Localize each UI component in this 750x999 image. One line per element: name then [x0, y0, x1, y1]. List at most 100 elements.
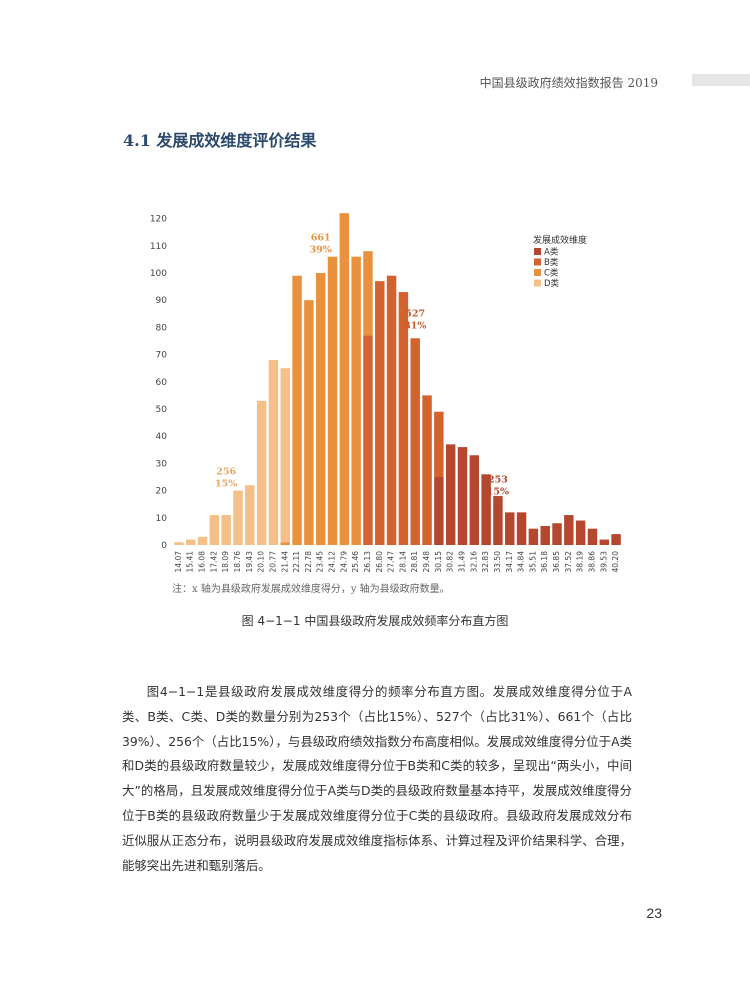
- x-tick-label: 30.82: [446, 551, 455, 573]
- bar-B类-30.15: [434, 411, 444, 477]
- page-number: 23: [646, 905, 662, 921]
- bar-A类-30.82: [445, 444, 456, 545]
- x-tick-label: 27.47: [387, 551, 396, 573]
- bar-B类-26.13: [363, 335, 373, 545]
- y-tick-label: 50: [156, 405, 168, 415]
- x-tick-label: 29.48: [422, 551, 431, 573]
- y-tick-label: 80: [156, 323, 168, 333]
- x-tick-label: 26.13: [363, 551, 372, 573]
- legend-label-B类: B类: [544, 257, 559, 268]
- annotation-share: 31%: [404, 321, 426, 332]
- x-tick-label: 37.52: [564, 551, 573, 573]
- x-tick-label: 36.85: [552, 551, 561, 573]
- y-tick-label: 0: [161, 541, 167, 551]
- bar-B类-29.48: [422, 395, 432, 545]
- x-tick-label: 18.76: [233, 551, 242, 573]
- chart-note: 注：x 轴为县级政府发展成效维度得分，y 轴为县级政府数量。: [172, 584, 450, 595]
- bar-A类-32.83: [481, 474, 491, 545]
- legend-label-D类: D类: [544, 278, 560, 289]
- bar-A类-36.18: [540, 525, 550, 545]
- bar-C类-24.12: [327, 256, 338, 545]
- annotation-share: 39%: [310, 244, 332, 255]
- x-tick-label: 28.81: [410, 551, 419, 573]
- x-tick-label: 22.78: [304, 551, 313, 573]
- bar-B类-28.14: [398, 292, 409, 545]
- legend-label-A类: A类: [544, 247, 559, 258]
- x-tick-label: 20.77: [268, 551, 277, 573]
- x-tick-label: 39.53: [599, 551, 608, 573]
- y-tick-label: 100: [150, 269, 167, 279]
- bar-A类-38.19: [575, 520, 586, 545]
- bar-C类-22.11: [292, 275, 302, 545]
- body-paragraph: 图4−1−1是县级政府发展成效维度得分的频率分布直方图。发展成效维度得分位于A类…: [122, 684, 632, 873]
- bar-D类-21.44: [280, 368, 290, 543]
- y-tick-label: 110: [150, 242, 167, 252]
- x-tick-label: 30.15: [434, 551, 443, 573]
- annotation-count: 253: [488, 474, 508, 485]
- bar-C类-24.79: [339, 213, 350, 545]
- bar-C类-25.46: [351, 256, 361, 545]
- running-title: 中国县级政府绩效指数报告 2019: [479, 76, 658, 90]
- legend-label-C类: C类: [544, 268, 559, 279]
- bar-A类-31.49: [457, 447, 468, 545]
- x-tick-label: 34.17: [505, 551, 514, 573]
- bar-A类-38.86: [587, 528, 598, 545]
- legend-swatch-A类: [534, 248, 541, 255]
- bar-C类-21.44: [280, 542, 290, 545]
- x-tick-label: 26.80: [375, 551, 384, 573]
- bar-D类-20.77: [268, 360, 279, 545]
- bar-A类-33.50: [493, 496, 503, 545]
- x-tick-label: 32.83: [481, 551, 490, 573]
- bar-A类-34.84: [516, 512, 527, 545]
- x-tick-label: 32.16: [469, 551, 478, 573]
- bar-D类-18.09: [221, 515, 231, 545]
- x-tick-label: 23.45: [316, 551, 325, 573]
- bar-D类-19.43: [245, 485, 255, 545]
- y-tick-label: 70: [156, 351, 168, 361]
- bar-A类-32.16: [469, 455, 480, 545]
- bar-B类-26.80: [375, 281, 385, 545]
- y-tick-label: 120: [150, 215, 167, 225]
- x-tick-label: 38.19: [576, 551, 585, 573]
- annotation-count: 661: [311, 232, 331, 243]
- bar-D类-17.42: [209, 515, 220, 545]
- x-tick-label: 18.09: [221, 551, 230, 573]
- bar-D类-14.07: [174, 542, 184, 545]
- x-tick-label: 28.14: [398, 551, 407, 573]
- y-tick-label: 10: [156, 514, 168, 524]
- annotation-share: 15%: [215, 478, 237, 489]
- bar-A类-34.17: [505, 512, 515, 545]
- y-tick-label: 20: [156, 487, 168, 497]
- bar-D类-20.10: [256, 400, 267, 545]
- x-tick-label: 14.07: [174, 551, 183, 573]
- x-tick-label: 20.10: [257, 551, 266, 573]
- x-tick-label: 25.46: [351, 551, 360, 573]
- x-tick-label: 31.49: [457, 551, 466, 573]
- x-tick-label: 17.42: [209, 551, 218, 573]
- bar-A类-39.53: [599, 539, 610, 545]
- bar-C类-22.78: [304, 300, 314, 545]
- annotation-count: 527: [405, 309, 425, 320]
- x-tick-label: 21.44: [280, 551, 289, 573]
- x-tick-label: 19.43: [245, 551, 254, 573]
- x-tick-label: 36.18: [540, 551, 549, 573]
- header-decor-bar: [692, 74, 750, 86]
- y-tick-label: 90: [156, 296, 168, 306]
- bar-A类-35.51: [528, 528, 539, 545]
- bar-D类-16.08: [197, 536, 208, 545]
- x-tick-label: 24.79: [339, 551, 348, 573]
- x-tick-label: 35.51: [528, 551, 537, 573]
- bar-C类-26.13: [363, 251, 373, 336]
- legend-swatch-D类: [534, 279, 541, 287]
- bar-B类-28.81: [410, 338, 420, 545]
- bar-D类-15.41: [185, 539, 196, 545]
- bar-B类-27.47: [386, 275, 397, 545]
- legend-swatch-B类: [534, 258, 541, 266]
- y-tick-label: 30: [156, 459, 168, 469]
- bar-C类-23.45: [315, 273, 326, 545]
- x-tick-label: 38.86: [587, 551, 596, 573]
- bar-A类-40.20: [611, 534, 621, 545]
- y-tick-label: 40: [156, 432, 168, 442]
- section-title: 4.1 发展成效维度评价结果: [123, 131, 317, 150]
- bar-A类-30.15: [434, 477, 444, 545]
